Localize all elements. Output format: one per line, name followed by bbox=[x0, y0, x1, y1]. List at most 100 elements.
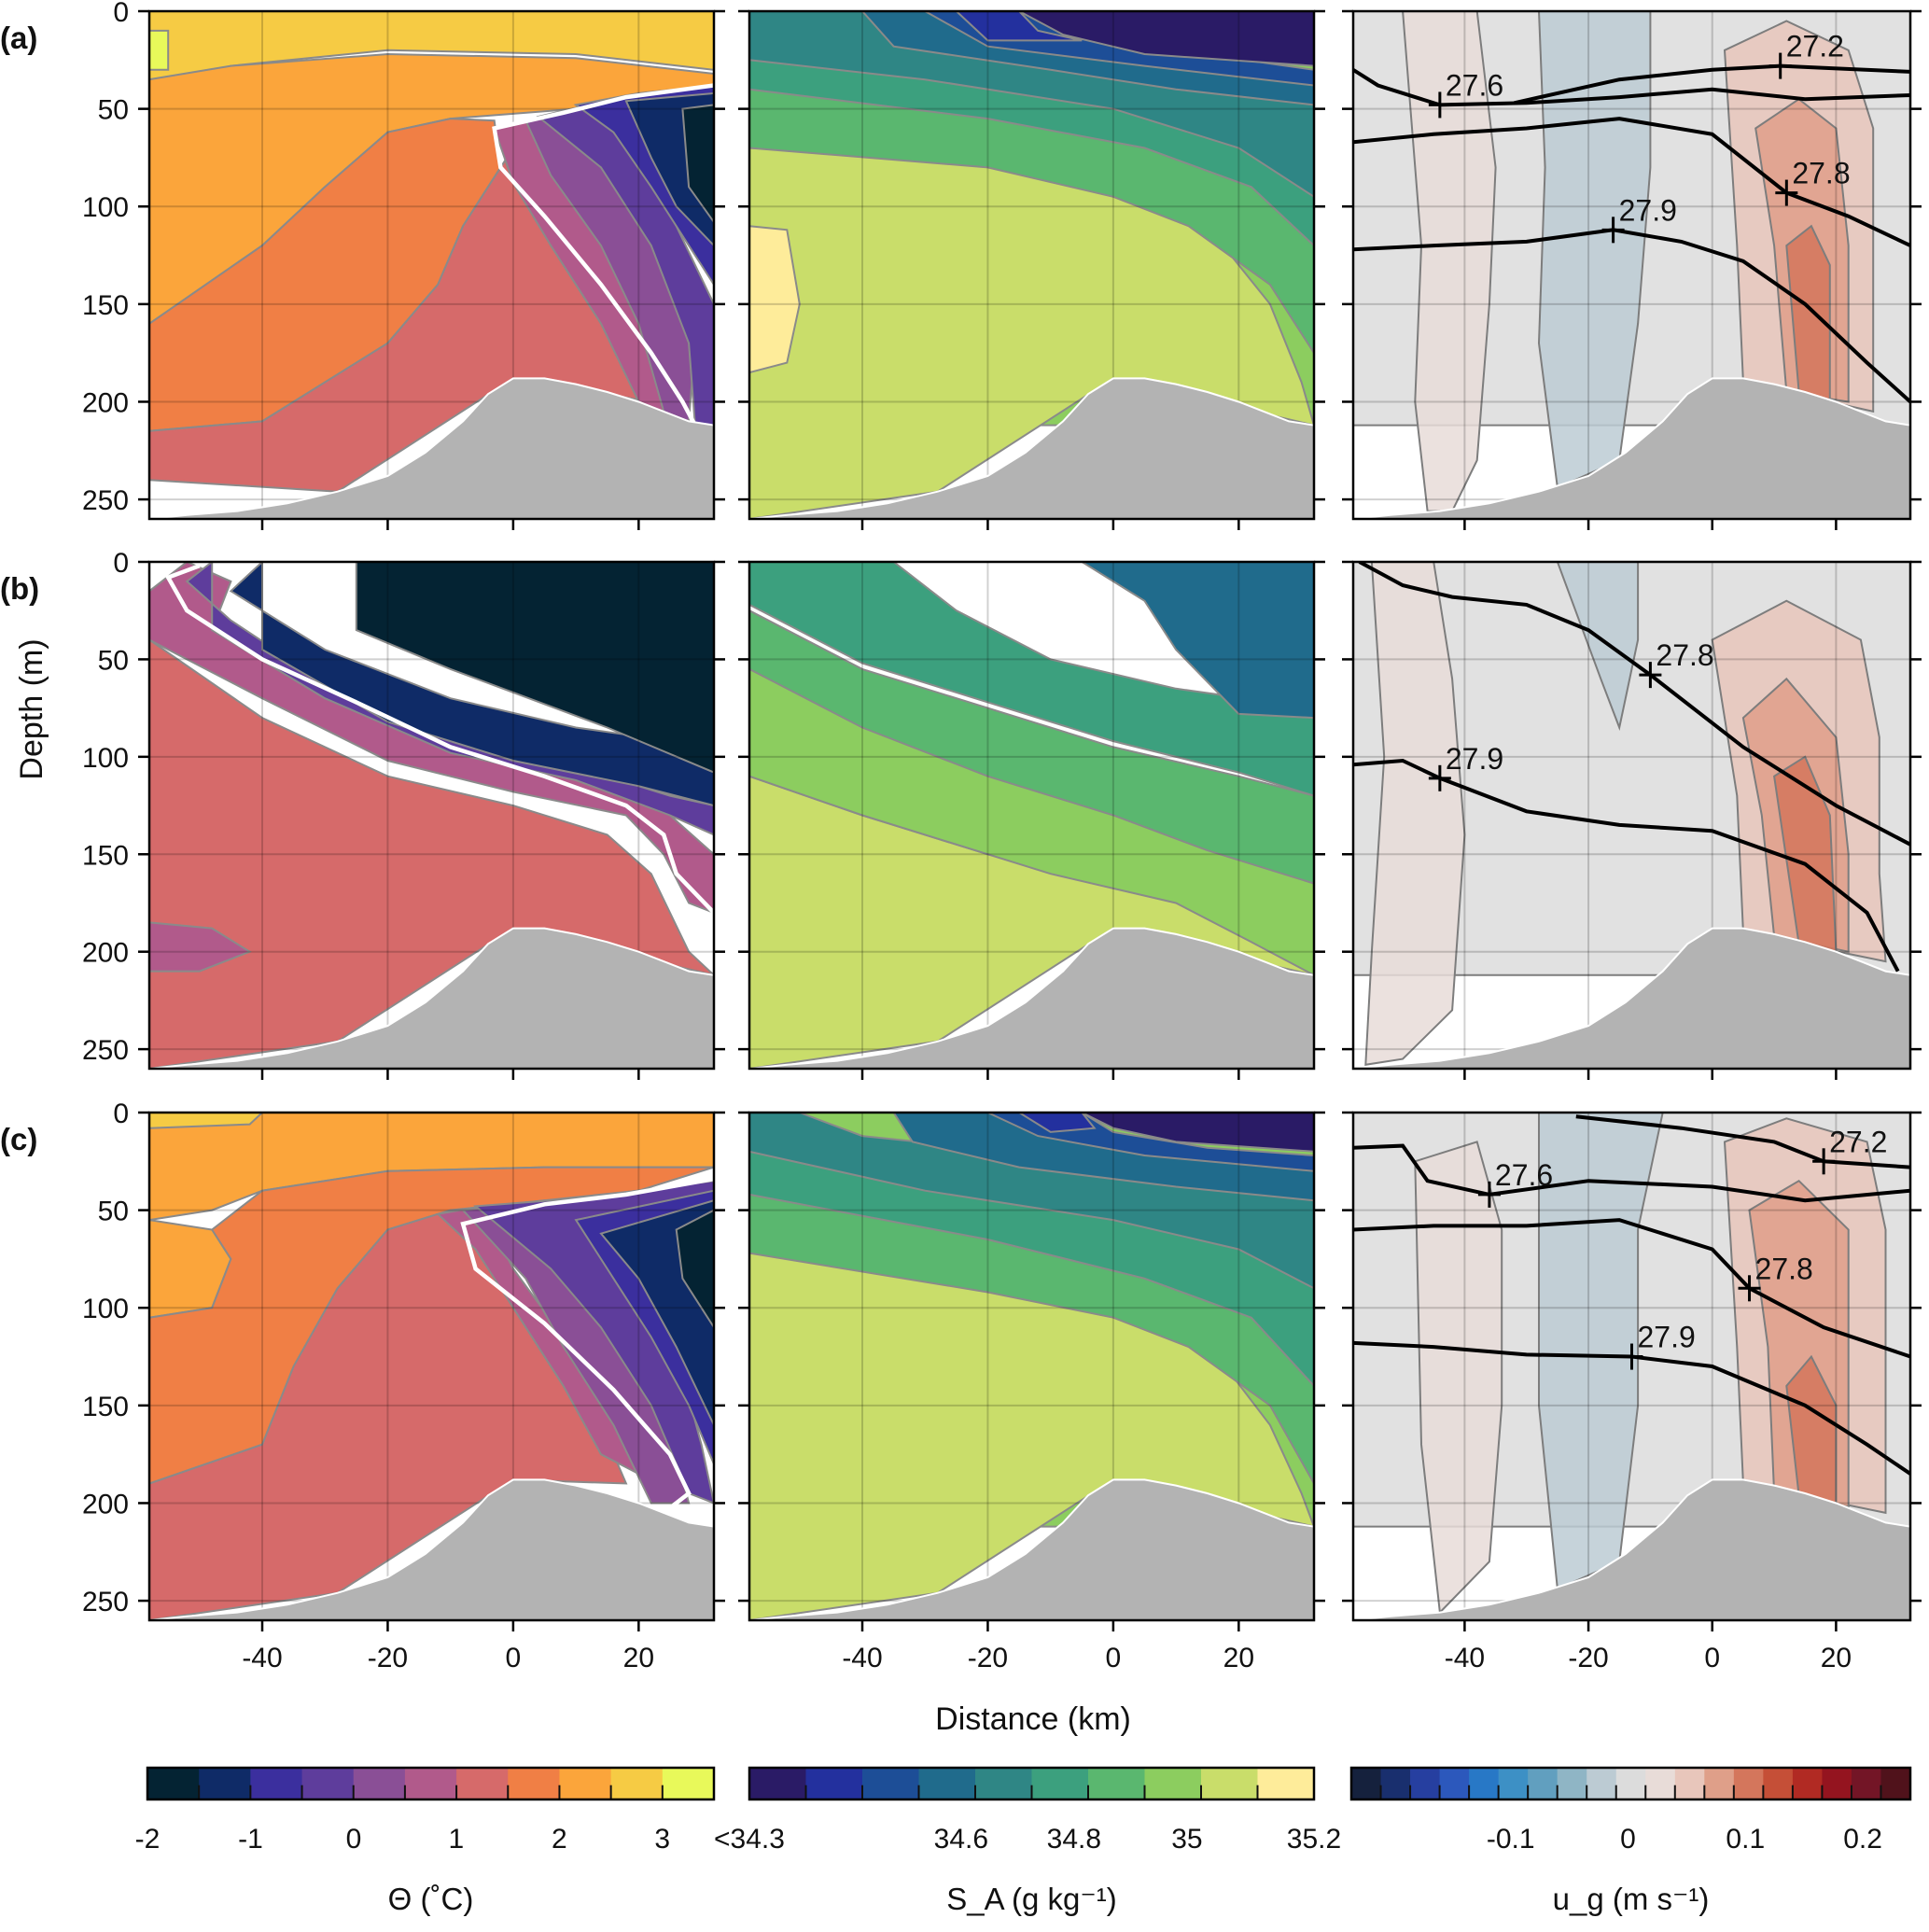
y-tick-label: 200 bbox=[82, 938, 129, 969]
colorbar-swatch bbox=[805, 1768, 863, 1799]
bathymetry bbox=[149, 1478, 714, 1620]
axes-frame bbox=[748, 560, 1316, 1071]
y-tick-label: 150 bbox=[82, 290, 129, 321]
isopycnal-label: 27.9 bbox=[1446, 742, 1503, 776]
y-tick-label: 100 bbox=[82, 192, 129, 223]
isotherm-white-line bbox=[164, 564, 714, 915]
colorbar-swatch bbox=[1763, 1768, 1794, 1799]
y-tick-label: 200 bbox=[82, 1489, 129, 1519]
contour-band bbox=[749, 225, 801, 374]
contour-band bbox=[681, 104, 714, 224]
colorbar-swatch bbox=[456, 1768, 509, 1799]
colorbar-swatch bbox=[1792, 1768, 1823, 1799]
panel-salinity-row-2 bbox=[738, 560, 1325, 1080]
contour-band bbox=[1785, 224, 1831, 403]
bathymetry bbox=[1353, 1478, 1910, 1620]
colorbar-swatch bbox=[1088, 1768, 1145, 1799]
colorbar-tick-label: 2 bbox=[552, 1824, 567, 1855]
panel-temperature-row-1: 0 50 100 150 200 250 (a) bbox=[0, 0, 725, 530]
contour-band bbox=[149, 638, 714, 1069]
colorbar-swatch bbox=[975, 1768, 1032, 1799]
colorbar-swatch bbox=[1822, 1768, 1852, 1799]
colorbar-tick-label: -2 bbox=[135, 1824, 161, 1855]
bathymetry bbox=[749, 377, 1314, 519]
isopycnal-label: 27.2 bbox=[1786, 30, 1844, 63]
x-tick-label: 20 bbox=[623, 1643, 654, 1673]
colorbar-tick-label: -0.1 bbox=[1487, 1824, 1535, 1855]
contour-band bbox=[149, 1113, 264, 1129]
panel-velocity-row-3: 27.2 27.6 27.8 27.9 -40 -20 0 20 bbox=[1342, 1111, 1922, 1673]
axes-frame bbox=[1351, 560, 1912, 1071]
colorbar-tick-label: 34.6 bbox=[934, 1824, 988, 1855]
colorbar-swatch bbox=[250, 1768, 303, 1799]
panel-velocity-row-2: 27.8 27.9 bbox=[1342, 560, 1922, 1080]
colorbar-swatch bbox=[1469, 1768, 1500, 1799]
y-tick-label: 250 bbox=[82, 1587, 129, 1617]
isopycnal-label: 27.6 bbox=[1495, 1158, 1553, 1192]
x-axis-title: Distance (km) bbox=[935, 1701, 1131, 1737]
isotherm-white-line bbox=[460, 1176, 714, 1525]
isopycnal-label: 27.2 bbox=[1829, 1125, 1887, 1158]
y-tick-label: 50 bbox=[98, 645, 129, 676]
y-tick-label: 100 bbox=[82, 1294, 129, 1324]
colorbars: -2 -1 0 1 2 3 Θ (˚C) <34.3 34.6 34.8 35 35.2 S_A (g … bbox=[135, 1766, 1912, 1916]
colorbar-swatch bbox=[1031, 1768, 1089, 1799]
x-tick-label: 0 bbox=[1106, 1643, 1122, 1673]
colorbar-swatch bbox=[147, 1768, 200, 1799]
axes-frame bbox=[748, 1111, 1316, 1622]
isopycnal-line-27.8 bbox=[1353, 1218, 1910, 1359]
x-tick-label: -20 bbox=[1568, 1643, 1608, 1673]
contour-band bbox=[749, 562, 1314, 797]
colorbar-swatch bbox=[1615, 1768, 1646, 1799]
panel-label: (b) bbox=[0, 571, 39, 606]
x-tick-label: -40 bbox=[242, 1643, 282, 1673]
axes-frame bbox=[147, 1111, 716, 1622]
isopycnal-label: 27.8 bbox=[1656, 638, 1713, 672]
y-tick-label: 150 bbox=[82, 1392, 129, 1422]
contour-band bbox=[749, 1113, 1314, 1290]
colorbar-swatch bbox=[1704, 1768, 1735, 1799]
contour-band bbox=[1556, 562, 1640, 732]
isopycnal-label: 27.8 bbox=[1755, 1252, 1813, 1285]
y-tick-label: 250 bbox=[82, 1035, 129, 1066]
colorbar-swatch bbox=[353, 1768, 406, 1799]
colorbar-swatch bbox=[404, 1768, 457, 1799]
y-tick-label: 250 bbox=[82, 485, 129, 516]
panel-temperature-row-3: 0 50 100 150 200 250 -40 -20 0 20 (c) bbox=[0, 1099, 725, 1673]
contour-band bbox=[955, 11, 1083, 42]
x-tick-label: -20 bbox=[968, 1643, 1008, 1673]
colorbar-swatch bbox=[1201, 1768, 1258, 1799]
x-tick-label: 20 bbox=[1223, 1643, 1254, 1673]
axes-frame bbox=[147, 560, 716, 1071]
y-tick-label: 150 bbox=[82, 840, 129, 871]
colorbar-swatch bbox=[1351, 1768, 1382, 1799]
x-tick-label: -40 bbox=[842, 1643, 882, 1673]
y-tick-label: 200 bbox=[82, 387, 129, 418]
colorbar-tick-label: 3 bbox=[654, 1824, 670, 1855]
colorbar-tick-label: 35 bbox=[1171, 1824, 1202, 1855]
colorbar-tick-label: 34.8 bbox=[1047, 1824, 1101, 1855]
colorbar-swatch bbox=[918, 1768, 976, 1799]
contour-band bbox=[749, 609, 1314, 885]
isopycnal-line-27.9 bbox=[1353, 228, 1910, 403]
colorbar-velocity: -0.1 0 0.1 0.2 u_g (m s⁻¹) bbox=[1349, 1766, 1912, 1916]
colorbar-temperature: -2 -1 0 1 2 3 Θ (˚C) bbox=[135, 1766, 716, 1916]
colorbar-swatch bbox=[1880, 1768, 1911, 1799]
isopycnal-line-27.8 bbox=[1353, 117, 1910, 247]
colorbar-title: u_g (m s⁻¹) bbox=[1553, 1882, 1710, 1916]
panel-label: (a) bbox=[0, 21, 37, 55]
colorbar-swatch bbox=[1851, 1768, 1881, 1799]
colorbar-swatch bbox=[508, 1768, 560, 1799]
colorbar-tick-label: 35.2 bbox=[1287, 1824, 1341, 1855]
bathymetry bbox=[1353, 377, 1910, 519]
contour-band bbox=[1785, 1354, 1838, 1505]
colorbar-frame bbox=[146, 1766, 716, 1801]
isopycnal-line-27.8 bbox=[1358, 562, 1910, 847]
y-tick-label: 100 bbox=[82, 743, 129, 774]
contour-band bbox=[1081, 1113, 1314, 1153]
bathymetry bbox=[749, 927, 1314, 1069]
contour-band bbox=[149, 29, 170, 71]
colorbar-swatch bbox=[862, 1768, 919, 1799]
isopycnal-line-27.6 bbox=[1353, 1143, 1910, 1203]
